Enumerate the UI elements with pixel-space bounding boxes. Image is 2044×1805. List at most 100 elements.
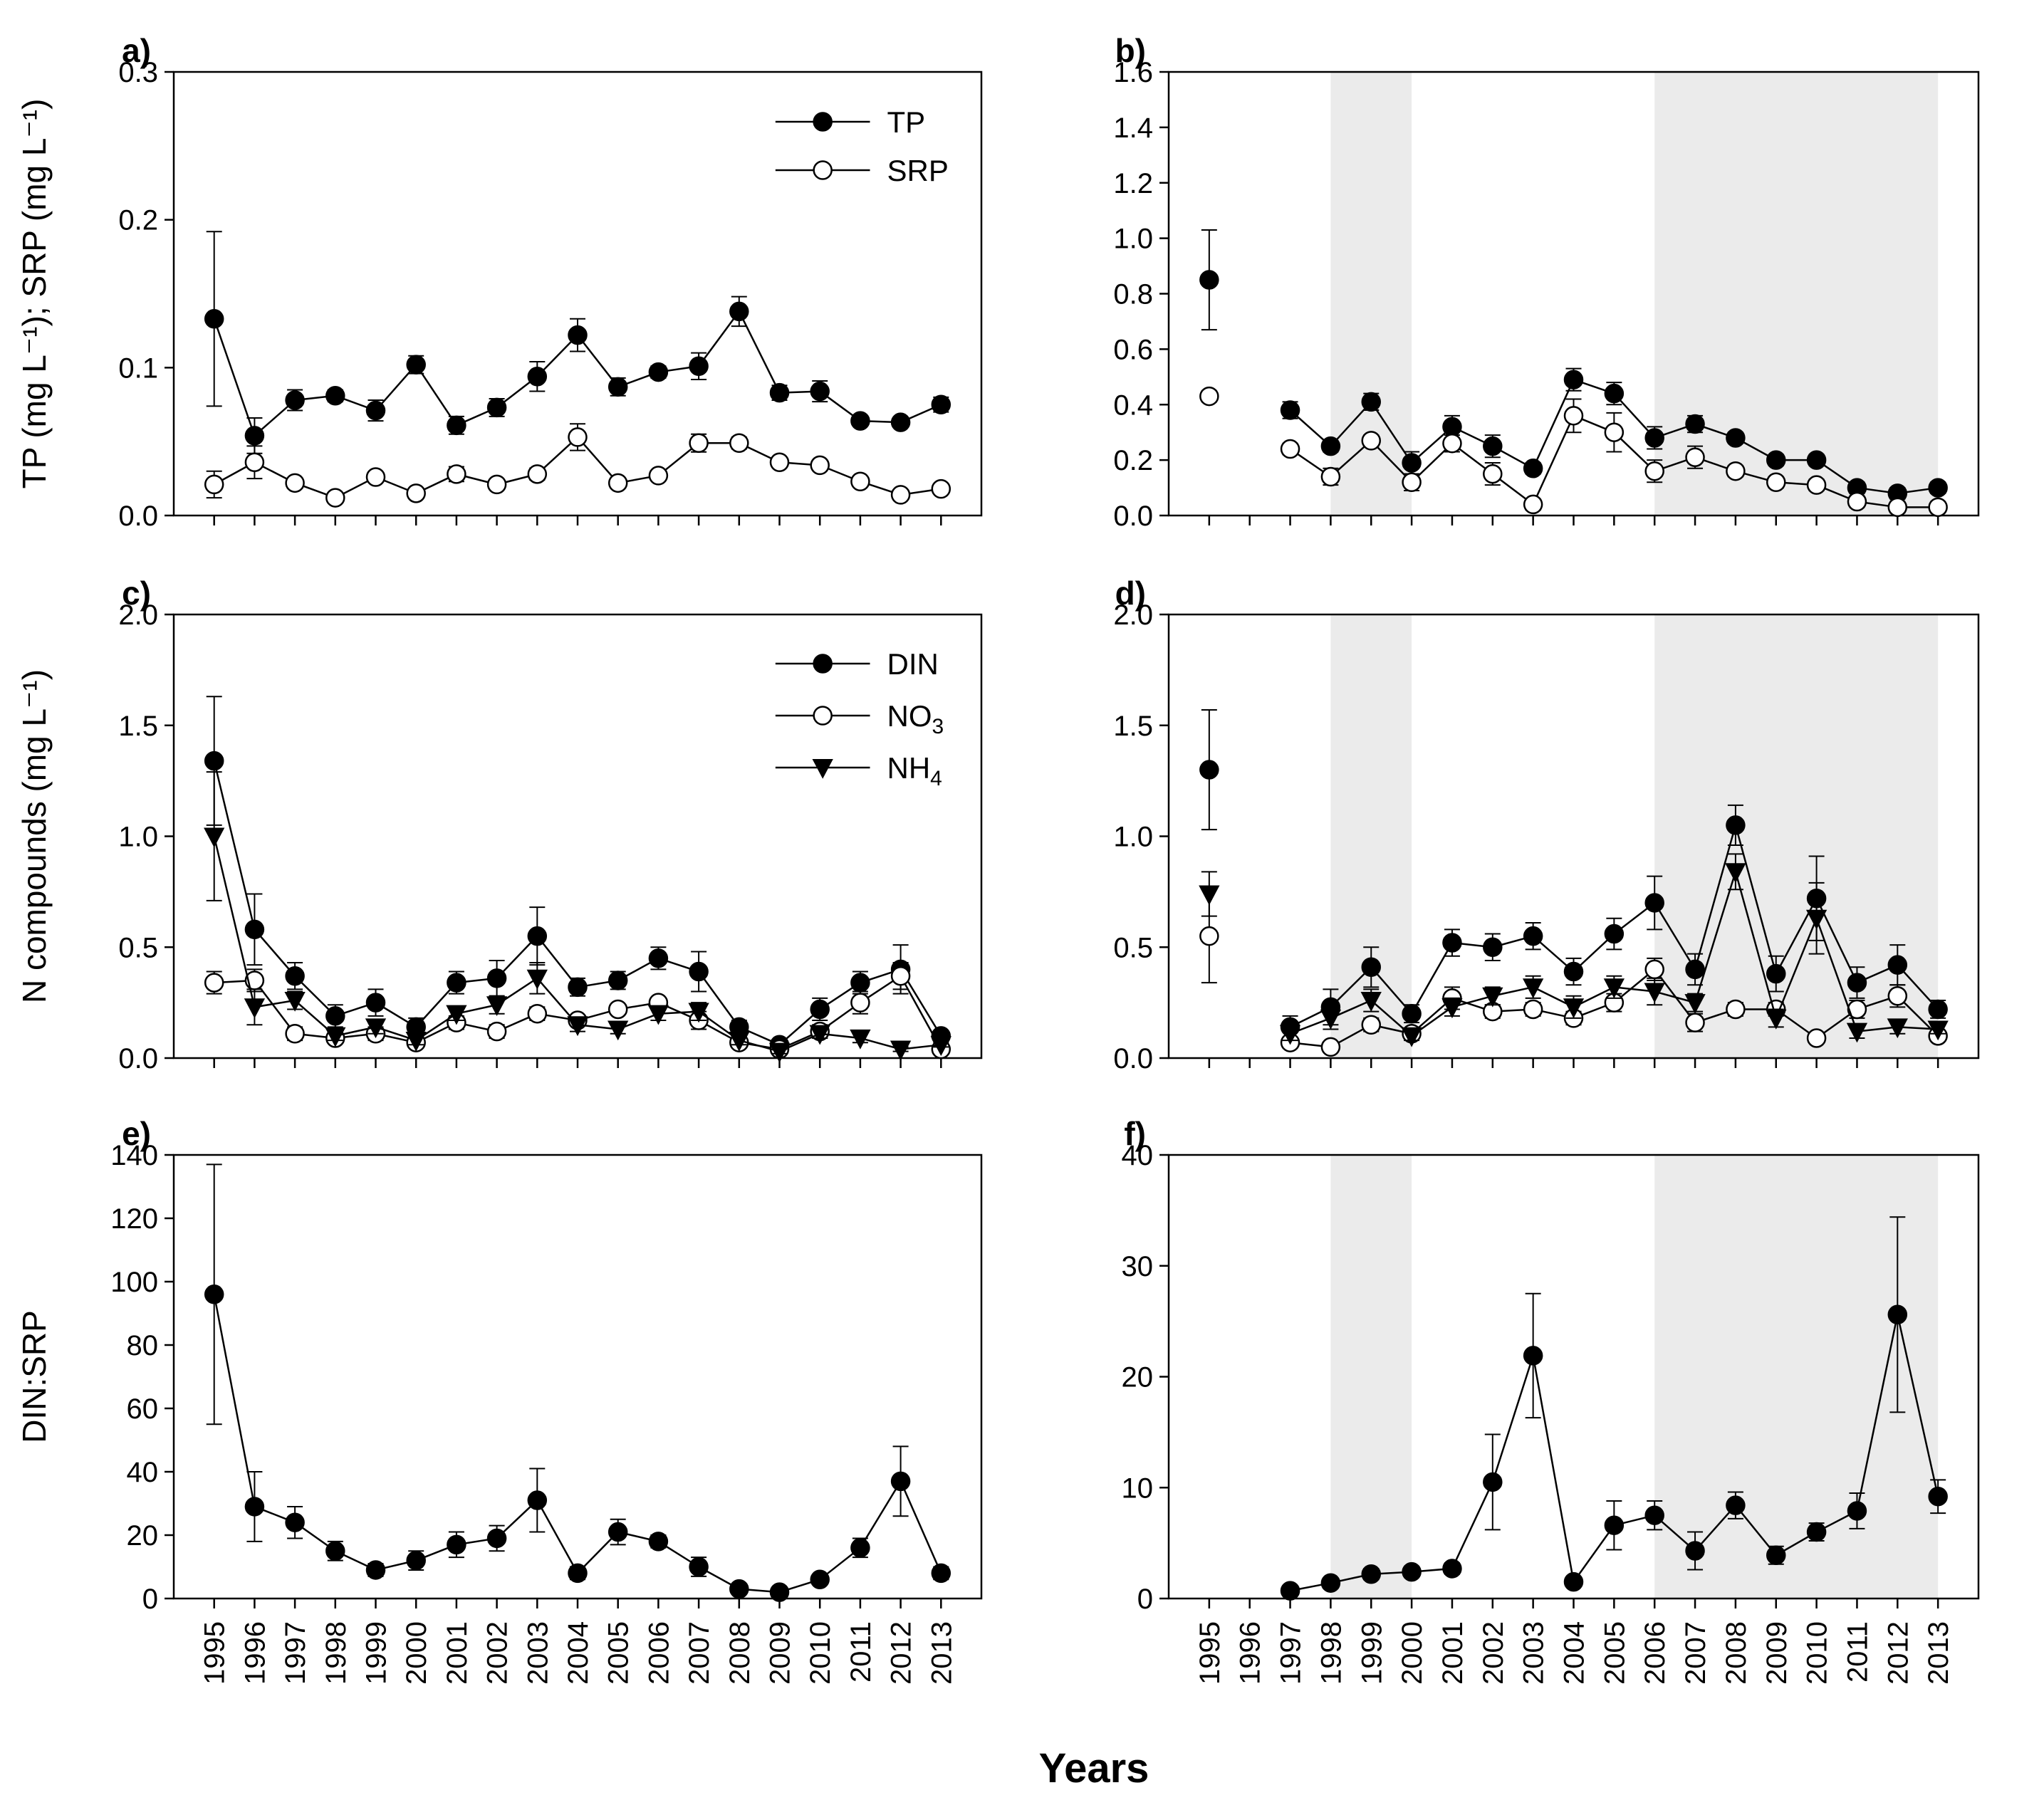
data-point (1280, 1581, 1300, 1601)
data-point (365, 400, 386, 421)
legend-marker-din (813, 654, 833, 674)
data-point (850, 1029, 871, 1050)
data-point (486, 1528, 507, 1549)
x-tick-label: 2011 (845, 1621, 877, 1683)
x-tick-label: 2005 (603, 1621, 635, 1685)
data-point (1805, 909, 1827, 930)
data-point (1401, 1027, 1422, 1047)
y-tick-label: 140 (110, 1140, 158, 1171)
series-line-segment (1815, 918, 1858, 1032)
series-line-segment (1370, 401, 1413, 464)
series-line-segment (1532, 1355, 1575, 1582)
data-point (890, 1040, 912, 1061)
data-point (1483, 436, 1503, 456)
data-point (365, 993, 386, 1013)
data-point (1603, 978, 1625, 999)
data-point (1604, 924, 1625, 944)
series-line-segment (254, 980, 296, 1035)
y-tick-label: 0.0 (118, 1043, 158, 1074)
x-tick-label: 2007 (684, 1621, 715, 1685)
data-point (567, 1016, 588, 1037)
series-tp (1199, 229, 1948, 503)
data-point (608, 1020, 629, 1041)
y-tick-label: 2.0 (118, 600, 158, 631)
data-point (285, 966, 305, 986)
data-point (1766, 963, 1786, 984)
data-point (1523, 926, 1543, 946)
data-point (568, 977, 588, 998)
data-point (769, 1582, 790, 1602)
data-point (688, 1003, 709, 1023)
series-line-segment (577, 334, 619, 388)
y-tick-label: 20 (127, 1520, 159, 1552)
series-line-segment (1734, 872, 1777, 1019)
data-point (527, 464, 548, 484)
y-tick-label: 0.0 (1113, 1043, 1153, 1074)
x-tick-label: 2002 (482, 1621, 513, 1685)
data-point (648, 362, 669, 382)
data-point (810, 999, 830, 1020)
data-point (365, 1560, 386, 1580)
data-point (729, 1579, 749, 1599)
data-point (1483, 464, 1503, 484)
data-point (1604, 383, 1625, 404)
series-line-segment (213, 836, 256, 1008)
data-point (1360, 991, 1382, 1012)
series-line-segment (1694, 1505, 1736, 1552)
series-line-segment (1694, 871, 1737, 1003)
legend-label-subscript: 3 (932, 715, 944, 738)
series-line-segment (1451, 1481, 1493, 1569)
y-tick-label: 0.2 (1113, 445, 1153, 476)
legend-label-no3: NO3 (887, 699, 944, 738)
data-point (568, 325, 588, 345)
data-point (1887, 1304, 1908, 1325)
data-point (486, 397, 507, 418)
data-point (1361, 431, 1381, 451)
x-tick-label: 2002 (1478, 1621, 1509, 1685)
data-point (325, 386, 345, 406)
data-point (1644, 428, 1664, 448)
data-point (648, 1532, 669, 1552)
data-point (447, 415, 466, 436)
data-point (1644, 983, 1665, 1003)
y-tick-label: 0.5 (118, 932, 158, 963)
data-point (244, 1497, 265, 1517)
data-point (689, 433, 709, 453)
series-line-segment (1573, 1524, 1615, 1583)
series-srp (204, 423, 951, 508)
series-srp (1199, 386, 1948, 518)
data-point (1442, 1559, 1462, 1579)
data-point (1563, 1571, 1584, 1592)
data-point (204, 827, 225, 848)
data-point (285, 473, 305, 493)
legend-label-text: TP (887, 105, 926, 139)
legend-label-text: DIN (887, 647, 939, 681)
data-point (1644, 461, 1664, 481)
x-tick-label: 1996 (1235, 1621, 1266, 1685)
y-tick-label: 1.2 (1113, 168, 1153, 199)
data-point (1847, 1501, 1867, 1521)
data-point (526, 969, 548, 990)
y-tick-label: 0.5 (1113, 932, 1153, 963)
data-point (1846, 1022, 1868, 1043)
data-point (1442, 933, 1462, 953)
data-point (769, 452, 790, 472)
legend-label-subscript: 4 (930, 767, 942, 790)
x-tick-label: 2000 (401, 1621, 432, 1685)
data-point (1685, 959, 1705, 980)
legend-marker-nh4 (812, 758, 833, 779)
y-tick-label: 60 (127, 1393, 159, 1425)
x-tick-label: 2009 (765, 1621, 796, 1685)
x-tick-label: 2011 (1842, 1621, 1873, 1683)
series-line-segment (254, 999, 296, 1008)
y-tick-label: 20 (1122, 1362, 1154, 1393)
series-din-srp (204, 1163, 951, 1602)
data-point (1563, 961, 1584, 982)
data-point (405, 1032, 427, 1052)
data-point (1766, 472, 1786, 493)
x-tick-label: 2000 (1397, 1621, 1428, 1685)
data-point (204, 750, 224, 771)
series-line-segment (1492, 986, 1533, 998)
shaded-period-2 (1654, 614, 1939, 1058)
